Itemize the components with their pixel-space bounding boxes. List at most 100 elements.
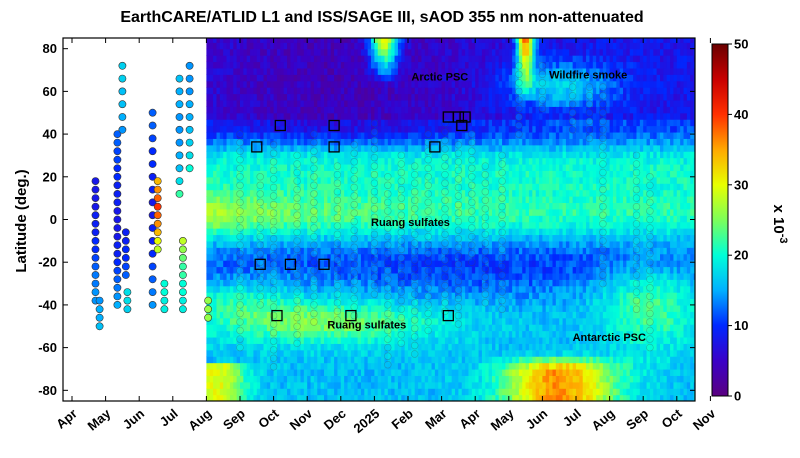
heatmap-cell: [354, 131, 359, 139]
heatmap-cell: [418, 368, 423, 376]
heatmap-cell: [317, 285, 322, 293]
heatmap-cell: [276, 221, 281, 229]
heatmap-cell: [408, 170, 412, 178]
heatmap-cell: [418, 247, 423, 255]
heatmap-cell: [381, 48, 386, 56]
heatmap-cell: [280, 343, 285, 351]
heatmap-cell: [300, 176, 305, 184]
heatmap-cell: [387, 368, 392, 376]
heatmap-cell: [283, 285, 288, 293]
heatmap-cell: [391, 125, 396, 133]
heatmap-cell: [327, 80, 332, 88]
heatmap-cell: [276, 67, 281, 75]
heatmap-cell: [290, 183, 295, 191]
heatmap-cell: [293, 61, 298, 69]
heatmap-cell: [246, 343, 251, 351]
heatmap-cell: [451, 74, 456, 82]
heatmap-cell: [266, 394, 271, 401]
heatmap-cell: [495, 183, 500, 191]
heatmap-cell: [223, 176, 228, 184]
heatmap-cell: [498, 215, 503, 223]
heatmap-cell: [384, 131, 389, 139]
heatmap-cell: [465, 260, 470, 268]
heatmap-cell: [300, 106, 305, 114]
heatmap-cell: [209, 381, 214, 389]
heatmap-cell: [287, 285, 291, 293]
heatmap-cell: [216, 247, 221, 255]
heatmap-cell: [495, 388, 500, 396]
heatmap-cell: [250, 55, 255, 63]
heatmap-cell: [226, 234, 231, 242]
heatmap-cell: [219, 55, 224, 63]
heatmap-cell: [475, 202, 480, 210]
heatmap-cell: [360, 80, 365, 88]
heatmap-cell: [431, 304, 436, 312]
heatmap-cell: [418, 285, 423, 293]
heatmap-cell: [219, 356, 224, 364]
heatmap-cell: [303, 298, 308, 306]
heatmap-cell: [360, 131, 365, 139]
heatmap-cell: [492, 189, 496, 197]
heatmap-cell: [324, 362, 328, 370]
heatmap-cell: [243, 176, 248, 184]
heatmap-cell: [270, 119, 275, 127]
heatmap-cell: [401, 74, 406, 82]
heatmap-cell: [307, 336, 312, 344]
heatmap-cell: [360, 106, 365, 114]
heatmap-cell: [233, 266, 238, 274]
heatmap-cell: [461, 234, 466, 242]
heatmap-cell: [324, 247, 328, 255]
heatmap-cell: [391, 253, 396, 261]
heatmap-cell: [273, 67, 278, 75]
heatmap-cell: [347, 228, 352, 236]
heatmap-cell: [401, 48, 406, 56]
heatmap-cell: [492, 375, 496, 383]
heatmap-cell: [431, 61, 436, 69]
heatmap-cell: [492, 221, 496, 229]
heatmap-cell: [334, 112, 339, 120]
heatmap-cell: [313, 196, 318, 204]
heatmap-cell: [404, 42, 409, 50]
heatmap-cell: [371, 112, 375, 120]
heatmap-cell: [475, 336, 480, 344]
heatmap-cell: [377, 157, 382, 165]
heatmap-cell: [283, 38, 288, 43]
heatmap-cell: [243, 388, 248, 396]
heatmap-cell: [334, 125, 339, 133]
heatmap-cell: [408, 74, 412, 82]
heatmap-cell: [364, 362, 369, 370]
heatmap-cell: [233, 311, 238, 319]
heatmap-cell: [223, 221, 228, 229]
heatmap-cell: [300, 221, 305, 229]
heatmap-cell: [243, 99, 248, 107]
heatmap-cell: [313, 80, 318, 88]
heatmap-cell: [468, 228, 473, 236]
heatmap-cell: [485, 324, 490, 332]
heatmap-cell: [461, 125, 466, 133]
heatmap-cell: [461, 343, 466, 351]
heatmap-cell: [408, 253, 412, 261]
heatmap-cell: [434, 234, 439, 242]
heatmap-cell: [448, 292, 453, 300]
heatmap-cell: [206, 38, 211, 43]
heatmap-cell: [475, 311, 480, 319]
heatmap-cell: [263, 138, 268, 146]
heatmap-cell: [418, 298, 423, 306]
heatmap-cell: [431, 80, 436, 88]
heatmap-cell: [377, 125, 382, 133]
heatmap-cell: [340, 362, 345, 370]
heatmap-cell: [327, 163, 332, 171]
heatmap-cell: [233, 119, 238, 127]
heatmap-cell: [471, 336, 476, 344]
heatmap-cell: [303, 125, 308, 133]
heatmap-cell: [287, 112, 291, 120]
heatmap-cell: [475, 176, 480, 184]
heatmap-cell: [330, 228, 335, 236]
heatmap-cell: [226, 176, 231, 184]
heatmap-cell: [408, 189, 412, 197]
heatmap-cell: [300, 266, 305, 274]
heatmap-cell: [408, 343, 412, 351]
heatmap-cell: [280, 349, 285, 357]
heatmap-cell: [347, 375, 352, 383]
heatmap-cell: [317, 176, 322, 184]
